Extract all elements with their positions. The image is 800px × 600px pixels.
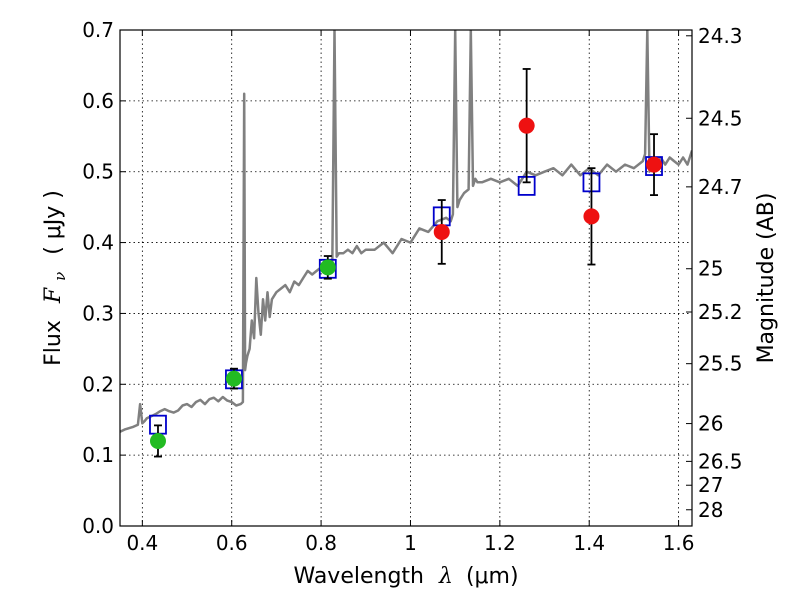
y-tick-label: 0.6 [82, 89, 114, 113]
mag-tick-label: 26.5 [698, 449, 743, 473]
mag-tick-label: 24.3 [698, 24, 743, 48]
model-spectrum-line [120, 30, 692, 433]
axis-ticks: 0.4 0.6 0.8 1 1.2 1.4 1.6 0.0 0.1 0.2 0.3 0.4 0.5 0.6… [82, 18, 742, 555]
mag-tick-label: 25 [698, 257, 723, 281]
mag-tick-label: 27 [698, 473, 723, 497]
y-tick-label: 0.0 [82, 514, 114, 538]
mag-tick-label: 25.5 [698, 352, 743, 376]
y-axis-label: Flux F ν ( μJy ) [41, 190, 71, 366]
y-tick-label: 0.2 [82, 372, 114, 396]
optical-point [319, 259, 336, 276]
plot-area [120, 30, 692, 458]
x-tick-label: 0.8 [305, 531, 337, 555]
mag-tick-label: 24.5 [698, 106, 743, 130]
x-tick-label: 1 [404, 531, 417, 555]
y-axis-label-subscript: ν [51, 272, 69, 281]
x-tick-label: 0.6 [216, 531, 248, 555]
x-tick-label: 1.2 [484, 531, 516, 555]
x-tick-label: 0.4 [126, 531, 158, 555]
y-axis-label-symbol: F [41, 287, 66, 304]
nir-point [518, 117, 535, 134]
mag-tick-label: 25.2 [698, 300, 743, 324]
nir-point [583, 208, 600, 225]
x-tick-label: 1.6 [663, 531, 695, 555]
y-axis-label-unit: ( μJy ) [41, 190, 66, 255]
mag-tick-label: 28 [698, 498, 723, 522]
nir-point [433, 223, 450, 240]
x-tick-label: 1.4 [573, 531, 605, 555]
optical-point [149, 432, 166, 449]
optical-point [225, 370, 242, 387]
y-tick-label: 0.4 [82, 231, 114, 255]
mag-tick-label: 26 [698, 412, 723, 436]
y-tick-label: 0.3 [82, 301, 114, 325]
y-tick-label: 0.7 [82, 18, 114, 42]
y-tick-label: 0.1 [82, 443, 114, 467]
y-axis-label-text: Flux [41, 320, 66, 366]
y-tick-label: 0.5 [82, 160, 114, 184]
x-axis-label-text: Wavelength [293, 564, 424, 589]
x-axis-label-unit: (μm) [466, 564, 519, 589]
mag-tick-label: 24.7 [698, 175, 743, 199]
x-axis-label-symbol: λ [438, 564, 453, 589]
x-axis-label: Wavelength λ (μm) [293, 564, 518, 589]
plot-frame [119, 29, 693, 527]
nir-point [646, 156, 663, 173]
y2-axis-label: Magnitude (AB) [754, 193, 779, 364]
